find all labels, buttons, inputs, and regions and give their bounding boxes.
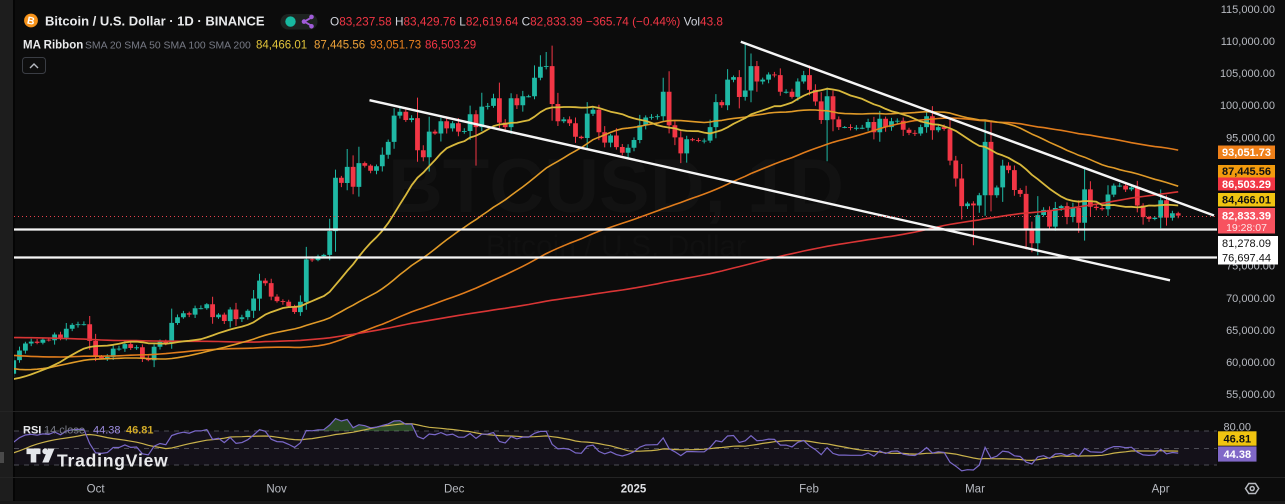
svg-text:105,000.00: 105,000.00 — [1220, 68, 1275, 80]
svg-text:86,503.29: 86,503.29 — [1222, 179, 1271, 191]
svg-text:O83,237.58 H83,429.76 L82,619.: O83,237.58 H83,429.76 L82,619.64 C82,833… — [330, 14, 723, 28]
svg-text:93,051.73: 93,051.73 — [370, 40, 421, 52]
svg-text:70,000.00: 70,000.00 — [1226, 293, 1275, 305]
svg-text:80.00: 80.00 — [1223, 421, 1251, 433]
svg-text:Feb: Feb — [799, 484, 819, 496]
svg-text:Oct: Oct — [87, 484, 106, 496]
svg-text:93,051.73: 93,051.73 — [1222, 147, 1271, 159]
svg-text:2025: 2025 — [621, 484, 647, 496]
svg-text:SMA 20 SMA 50 SMA 100 SMA 200: SMA 20 SMA 50 SMA 100 SMA 200 — [85, 41, 251, 52]
svg-text:110,000.00: 110,000.00 — [1221, 36, 1275, 48]
svg-text:46.81: 46.81 — [1224, 433, 1252, 445]
svg-text:100,000.00: 100,000.00 — [1220, 100, 1275, 112]
svg-text:65,000.00: 65,000.00 — [1226, 325, 1275, 337]
svg-text:60,000.00: 60,000.00 — [1226, 357, 1275, 369]
svg-text:TradingView: TradingView — [57, 451, 169, 471]
svg-text:MA Ribbon: MA Ribbon — [23, 40, 83, 52]
svg-text:82,833.39: 82,833.39 — [1222, 210, 1271, 222]
svg-text:19:28:07: 19:28:07 — [1226, 222, 1267, 234]
svg-text:86,503.29: 86,503.29 — [425, 40, 476, 52]
svg-text:87,445.56: 87,445.56 — [314, 40, 365, 52]
svg-text:81,278.09: 81,278.09 — [1222, 238, 1271, 250]
svg-text:87,445.56: 87,445.56 — [1222, 166, 1271, 178]
svg-text:55,000.00: 55,000.00 — [1226, 389, 1275, 401]
svg-text:115,000.00: 115,000.00 — [1221, 4, 1275, 16]
svg-text:B: B — [26, 15, 36, 28]
svg-text:Bitcoin / U.S. Dollar · 1D · B: Bitcoin / U.S. Dollar · 1D · BINANCE — [45, 13, 265, 28]
svg-text:44.38: 44.38 — [1224, 449, 1252, 461]
svg-text:84,466.01: 84,466.01 — [1222, 195, 1271, 207]
svg-text:Nov: Nov — [266, 484, 287, 496]
svg-text:46.81: 46.81 — [126, 425, 154, 437]
svg-text:RSI: RSI — [23, 425, 41, 437]
svg-text:Mar: Mar — [965, 484, 985, 496]
svg-text:14 close: 14 close — [44, 425, 85, 437]
svg-text:84,466.01: 84,466.01 — [256, 40, 307, 52]
svg-text:44.38: 44.38 — [93, 425, 121, 437]
svg-text:76,697.44: 76,697.44 — [1222, 253, 1271, 265]
svg-text:95,000.00: 95,000.00 — [1226, 132, 1275, 144]
svg-text:Apr: Apr — [1152, 484, 1170, 496]
svg-text:Dec: Dec — [444, 484, 465, 496]
